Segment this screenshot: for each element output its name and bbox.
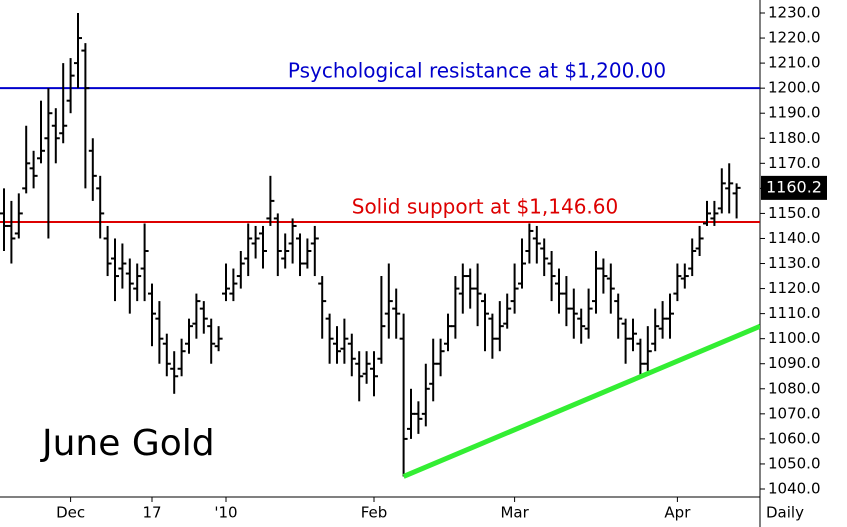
y-tick-label: 1060.0 (768, 429, 821, 447)
y-tick-label: 1110.0 (768, 304, 821, 322)
trendline (402, 323, 760, 479)
period-label: Daily (766, 504, 804, 522)
y-tick-label: 1210.0 (768, 54, 821, 72)
y-tick-label: 1050.0 (768, 454, 821, 472)
y-tick-label: 1130.0 (768, 254, 821, 272)
plot-area (0, 13, 760, 479)
last-price-label: 1160.2 (766, 177, 822, 196)
x-tick-label: '10 (214, 504, 237, 522)
y-tick-label: 1120.0 (768, 279, 821, 297)
y-tick-label: 1170.0 (768, 154, 821, 172)
y-tick-label: 1200.0 (768, 79, 821, 97)
y-tick-label: 1140.0 (768, 229, 821, 247)
y-tick-label: 1230.0 (768, 4, 821, 22)
y-tick-label: 1150.0 (768, 204, 821, 222)
y-tick-label: 1100.0 (768, 329, 821, 347)
x-tick-label: Feb (361, 504, 388, 522)
line-annotation: Solid support at $1,146.60 (352, 195, 618, 219)
line-annotation: Psychological resistance at $1,200.00 (288, 59, 666, 83)
y-tick-label: 1040.0 (768, 480, 821, 498)
x-tick-label: Apr (664, 504, 691, 522)
x-tick-label: Mar (500, 504, 529, 522)
x-tick-label: Dec (56, 504, 85, 522)
y-tick-label: 1080.0 (768, 379, 821, 397)
y-tick-label: 1220.0 (768, 29, 821, 47)
y-tick-label: 1190.0 (768, 104, 821, 122)
x-tick-label: 17 (142, 504, 161, 522)
last-price-box (761, 175, 827, 200)
chart-title: June Gold (40, 423, 215, 464)
y-tick-label: 1090.0 (768, 354, 821, 372)
y-tick-label: 1070.0 (768, 404, 821, 422)
y-tick-label: 1180.0 (768, 129, 821, 147)
